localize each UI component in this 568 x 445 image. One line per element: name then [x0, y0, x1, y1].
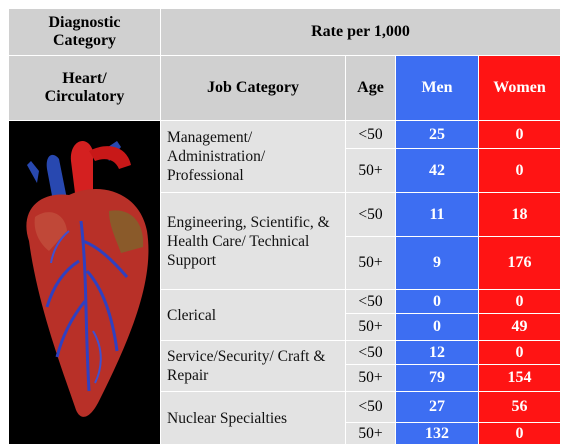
age-cell: <50	[345, 340, 396, 365]
men-rate-cell: 12	[395, 340, 479, 365]
header-cell: Heart/ Circulatory	[8, 55, 161, 121]
age-cell: <50	[345, 289, 396, 314]
men-rate-cell: 27	[395, 391, 479, 423]
heart-illustration	[9, 121, 159, 439]
data-row: Service/Security/ Craft & Repair <50 12 0	[9, 340, 562, 392]
women-rate-cell: 154	[477, 364, 562, 392]
header-cell: Diagnostic Category	[8, 8, 161, 56]
data-row: 50+ 132 0	[9, 422, 562, 445]
data-row: 50+ 0 49	[9, 313, 562, 341]
header-cell: Women	[477, 55, 562, 121]
men-rate-cell: 0	[395, 289, 479, 314]
job-category-cell: Nuclear Specialties	[160, 391, 346, 445]
age-cell: 50+	[345, 236, 396, 290]
job-category-cell: Management/ Administration/ Professional	[160, 120, 346, 193]
men-rate-cell: 0	[395, 313, 479, 341]
women-rate-cell: 56	[477, 391, 562, 423]
women-rate-cell: 0	[477, 148, 562, 193]
men-rate-cell: 25	[395, 120, 479, 149]
data-row: Nuclear Specialties <50 27 56	[9, 391, 562, 445]
men-rate-cell: 79	[395, 364, 479, 392]
header-cell: Age	[345, 55, 396, 121]
women-rate-cell: 0	[477, 289, 562, 314]
job-category-cell: Engineering, Scientific, & Health Care/ …	[160, 192, 346, 290]
age-cell: <50	[345, 192, 396, 237]
age-cell: 50+	[345, 422, 396, 445]
heart-image-cell	[8, 120, 161, 445]
header-row: Diagnostic Category Rate per 1,000	[8, 8, 562, 56]
data-row: 50+ 42 0	[9, 148, 562, 193]
men-rate-cell: 132	[395, 422, 479, 445]
header-cell: Men	[395, 55, 479, 121]
age-cell: <50	[345, 391, 396, 423]
job-category-cell: Service/Security/ Craft & Repair	[160, 340, 346, 392]
age-cell: 50+	[345, 313, 396, 341]
women-rate-cell: 18	[477, 192, 562, 237]
data-row: Engineering, Scientific, & Health Care/ …	[9, 192, 562, 290]
women-rate-cell: 0	[477, 422, 562, 445]
women-rate-cell: 49	[477, 313, 562, 341]
rate-table: Diagnostic Category Rate per 1,000 Heart…	[8, 8, 562, 445]
women-rate-cell: 0	[477, 340, 562, 365]
data-row: 50+ 9 176	[9, 236, 562, 290]
men-rate-cell: 9	[395, 236, 479, 290]
men-rate-cell: 42	[395, 148, 479, 193]
age-cell: 50+	[345, 364, 396, 392]
header-cell: Rate per 1,000	[159, 8, 562, 56]
table-body: Diagnostic Category Rate per 1,000 Heart…	[8, 8, 562, 445]
women-rate-cell: 0	[477, 120, 562, 149]
age-cell: <50	[345, 120, 396, 149]
header-cell: Job Category	[160, 55, 346, 121]
men-rate-cell: 11	[395, 192, 479, 237]
women-rate-cell: 176	[477, 236, 562, 290]
subheader-row: Heart/ Circulatory Job Category Age Men …	[8, 55, 562, 121]
data-row: 50+ 79 154	[9, 364, 562, 392]
age-cell: 50+	[345, 148, 396, 193]
job-category-cell: Clerical	[160, 289, 346, 341]
data-row: Management/ Administration/ Professional…	[8, 120, 562, 445]
